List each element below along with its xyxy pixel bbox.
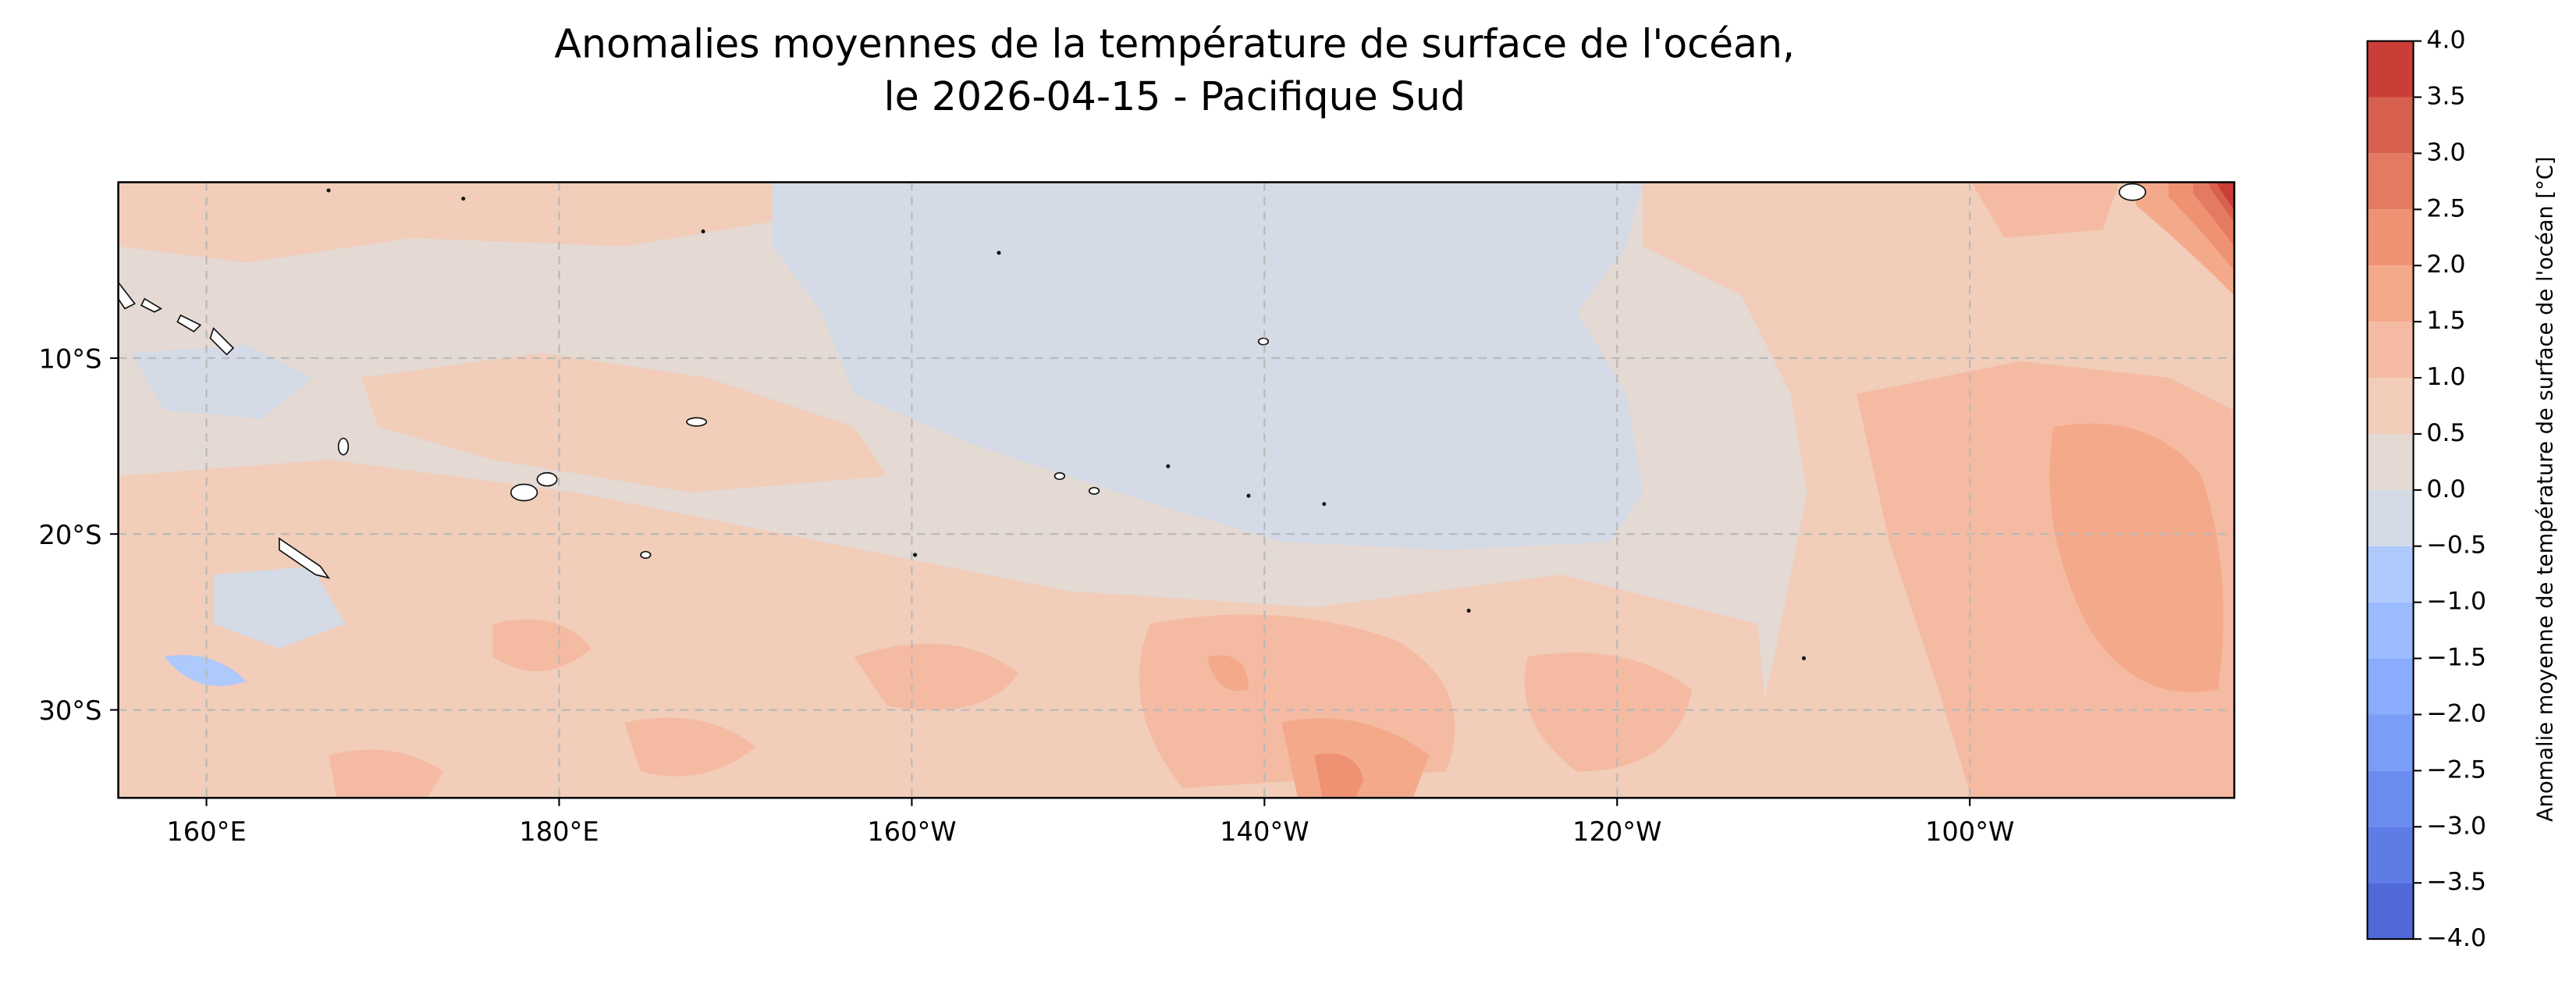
lon-tick-label: 140°W: [1220, 816, 1309, 847]
island: [337, 437, 350, 456]
colorbar-tick-label: −2.0: [2426, 699, 2486, 727]
colorbar-band: [2367, 602, 2414, 659]
island: [536, 471, 558, 487]
colorbar-tick-label: −3.0: [2426, 812, 2486, 840]
colorbar-band: [2367, 265, 2414, 322]
colorbar-band: [2367, 322, 2414, 379]
island: [209, 327, 235, 356]
anomaly-region: [1524, 653, 1693, 772]
colorbar-tick-label: 1.5: [2426, 307, 2465, 335]
anomaly-field: [118, 182, 2235, 798]
colorbar: −4.0 −3.5 −3.0 −2.5 −2.0 −1.5 −1.0 −0.5 0.0 0.5 1.…: [2367, 27, 2486, 952]
island: [701, 229, 705, 234]
anomaly-region: [772, 182, 1643, 550]
colorbar-band: [2367, 153, 2414, 210]
island: [1166, 464, 1171, 468]
colorbar-band: [2367, 546, 2414, 603]
colorbar-tick-label: 4.0: [2426, 27, 2465, 55]
colorbar-band: [2367, 883, 2414, 940]
island: [1257, 337, 1270, 346]
anomaly-region: [329, 749, 444, 798]
island: [176, 314, 202, 332]
title-line: le 2026-04-15 - Pacifique Sud: [884, 73, 1466, 119]
lon-tick-label: 160°W: [867, 816, 956, 847]
colorbar-tick-label: −1.5: [2426, 644, 2486, 672]
anomaly-region: [131, 344, 312, 419]
island: [1246, 493, 1251, 498]
colorbar-band: [2367, 97, 2414, 154]
anomaly-region: [2049, 423, 2224, 692]
colorbar-band: [2367, 489, 2414, 546]
colorbar-tick-label: −4.0: [2426, 924, 2486, 952]
island: [510, 483, 538, 502]
colorbar-band: [2367, 770, 2414, 827]
island: [1088, 486, 1100, 495]
anomaly-region: [1314, 753, 1364, 798]
lon-tick-label: 180°E: [519, 816, 599, 847]
lat-tick-label: 10°S: [38, 343, 101, 374]
colorbar-tick-label: 1.0: [2426, 363, 2465, 391]
lon-tick-label: 160°E: [166, 816, 246, 847]
island: [686, 417, 708, 427]
island: [997, 251, 1001, 255]
anomaly-region: [492, 619, 592, 672]
anomaly-region: [624, 717, 756, 777]
island: [140, 297, 163, 313]
island: [1466, 608, 1471, 613]
colorbar-label: Anomalie moyenne de température de surfa…: [2534, 157, 2558, 823]
anomaly-region: [361, 353, 887, 492]
island: [326, 188, 331, 193]
island: [640, 550, 652, 559]
colorbar-band: [2367, 658, 2414, 715]
island: [461, 196, 466, 201]
colorbar-band: [2367, 378, 2414, 434]
island: [2118, 183, 2147, 201]
colorbar-tick-label: 0.0: [2426, 475, 2465, 503]
lon-tick-label: 100°W: [1925, 816, 2014, 847]
lat-tick-label: 20°S: [38, 520, 101, 550]
anomaly-region: [1281, 718, 1430, 798]
colorbar-band: [2367, 209, 2414, 266]
colorbar-band: [2367, 433, 2414, 490]
anomaly-region: [164, 655, 247, 686]
colorbar-frame: [2366, 40, 2414, 941]
colorbar-tick-label: 2.5: [2426, 194, 2465, 222]
island: [279, 537, 331, 579]
colorbar-tick-label: 3.5: [2426, 82, 2465, 110]
colorbar-tick-label: −3.5: [2426, 868, 2486, 896]
colorbar-band: [2367, 714, 2414, 771]
coastlines: [118, 183, 2147, 660]
colorbar-tick-label: 0.5: [2426, 419, 2465, 447]
anomaly-region: [1207, 655, 1249, 692]
anomaly-region: [854, 643, 1019, 710]
anomaly-region: [118, 182, 789, 263]
anomaly-region: [213, 566, 346, 649]
lat-tick-label: 30°S: [38, 695, 101, 726]
title-line: Anomalies moyennes de la température de …: [554, 21, 1795, 67]
anomaly-region: [1971, 182, 2119, 238]
grid: 160°E 180°E 160°W 140°W 120°W 100°W 10°S 20°S 30…: [38, 182, 2235, 847]
colorbar-tick-label: 2.0: [2426, 251, 2465, 279]
colorbar-band: [2367, 41, 2414, 98]
colorbar-tick-label: −1.0: [2426, 588, 2486, 616]
colorbar-tick-label: −0.5: [2426, 532, 2486, 560]
anomaly-region: [2218, 182, 2235, 211]
colorbar-tick-label: −2.5: [2426, 756, 2486, 784]
island: [1802, 656, 1807, 660]
island: [913, 553, 918, 557]
colorbar-band: [2367, 827, 2414, 884]
island: [1322, 502, 1327, 507]
lon-tick-label: 120°W: [1572, 816, 1661, 847]
map-frame: [117, 181, 2236, 799]
island: [1053, 471, 1066, 481]
colorbar-tick-label: 3.0: [2426, 138, 2465, 166]
island: [118, 281, 136, 310]
